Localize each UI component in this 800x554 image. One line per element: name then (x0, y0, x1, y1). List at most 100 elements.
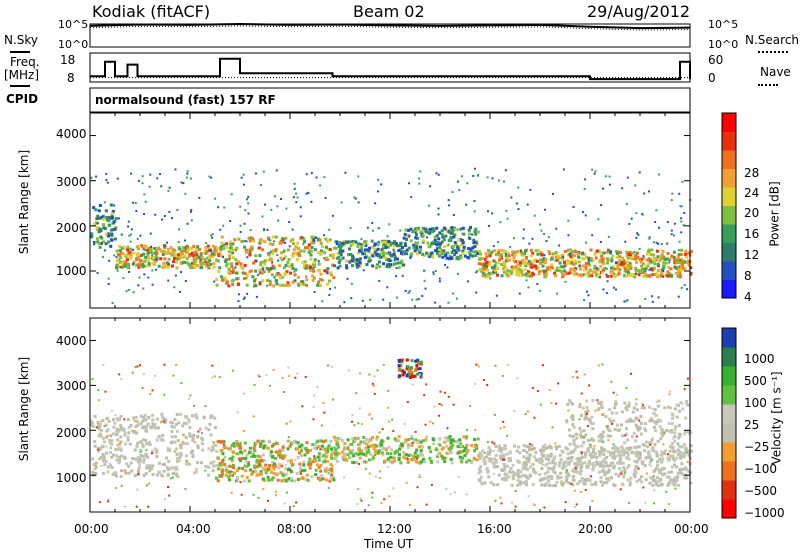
velocity-cell (445, 436, 449, 440)
velocity-cell (599, 476, 603, 480)
power-cell (452, 235, 456, 239)
velocity-cell (230, 470, 233, 473)
velocity-cell (449, 438, 453, 442)
power-cell (293, 270, 296, 273)
power-cell (149, 249, 153, 253)
power-cell (309, 268, 313, 272)
power-cell (299, 282, 303, 286)
power-cell (638, 171, 641, 174)
power-cell (316, 250, 320, 254)
velocity-cell (620, 423, 624, 427)
velocity-cell (625, 427, 629, 431)
velocity-cell (625, 408, 629, 412)
power-cell (385, 265, 389, 269)
velocity-cell (492, 450, 495, 453)
velocity-cell (377, 449, 381, 453)
velocity-cell (370, 417, 373, 420)
velocity-cell (370, 458, 374, 462)
velocity-cell (518, 481, 522, 485)
power-cell (363, 256, 367, 260)
velocity-cell (216, 440, 220, 444)
power-cell (250, 245, 254, 249)
velocity-cell (639, 432, 643, 436)
velocity-cell (494, 499, 497, 502)
power-cell (432, 227, 436, 231)
velocity-cell (115, 454, 119, 458)
velocity-cell (647, 450, 651, 454)
velocity-cell (357, 422, 360, 425)
velocity-cell (235, 469, 239, 473)
velocity-cell (581, 435, 584, 438)
y-tick-1000-top: 1000 (56, 264, 87, 278)
power-cell (363, 248, 367, 252)
velocity-cell (201, 438, 205, 442)
velocity-cell (555, 447, 559, 451)
power-cell (547, 236, 550, 239)
power-cell (545, 272, 549, 276)
power-cell (407, 234, 411, 238)
power-cell (490, 251, 493, 254)
power-cell (525, 279, 528, 282)
velocity-cell (482, 459, 486, 463)
velocity-cell (392, 487, 395, 490)
power-cell (278, 275, 282, 279)
power-cell (336, 251, 340, 255)
date-title: 29/Aug/2012 (587, 2, 691, 21)
velocity-cell (525, 483, 529, 487)
velocity-cell (650, 459, 653, 462)
power-cell (629, 264, 633, 268)
power-cell (351, 256, 355, 260)
velocity-cell (651, 448, 655, 452)
power-cell (533, 258, 537, 262)
velocity-cell (287, 477, 291, 481)
velocity-cell (629, 372, 632, 375)
velocity-cell (269, 453, 273, 457)
velocity-cell (584, 417, 588, 421)
velocity-cell (480, 482, 484, 486)
velocity-cell (148, 442, 152, 446)
power-cell (591, 168, 594, 171)
power-cell (184, 192, 187, 195)
power-cell (132, 262, 135, 265)
velocity-cell (612, 466, 616, 470)
velocity-cell (344, 457, 348, 461)
velocity-cell (449, 441, 453, 445)
velocity-cell (277, 450, 281, 454)
velocity-cell (541, 463, 544, 466)
power-cell (275, 273, 279, 277)
velocity-cell (650, 476, 654, 480)
power-cell (230, 193, 233, 196)
velocity-cell (312, 459, 316, 463)
velocity-cell (95, 426, 98, 429)
velocity-cell (653, 443, 657, 447)
power-cell (400, 259, 404, 263)
velocity-cell (614, 400, 618, 404)
power-cell (677, 295, 680, 298)
velocity-cell (93, 444, 97, 448)
power-cell (634, 272, 637, 275)
power-cell (181, 246, 185, 250)
power-cell (561, 256, 564, 259)
power-cell (669, 267, 673, 271)
velocity-cell (218, 463, 222, 467)
velocity-cell (618, 428, 622, 432)
power-cell (563, 249, 567, 253)
velocity-cell (534, 471, 538, 475)
velocity-cell (222, 443, 225, 446)
power-cell (496, 273, 500, 277)
power-cell (599, 240, 602, 243)
power-cell (656, 262, 660, 266)
power-cell (676, 258, 680, 262)
power-cell (500, 262, 504, 266)
power-cell (502, 263, 506, 267)
power-cell (140, 253, 144, 257)
nsky-tick-low: 10^0 (58, 38, 89, 51)
power-cell (345, 259, 349, 263)
power-cell (139, 234, 142, 237)
power-cell (229, 243, 233, 247)
velocity-cell (465, 443, 469, 447)
velocity-cell (287, 436, 290, 439)
power-cell (246, 256, 249, 259)
velocity-cell (656, 404, 660, 408)
velocity-cell (117, 443, 121, 447)
